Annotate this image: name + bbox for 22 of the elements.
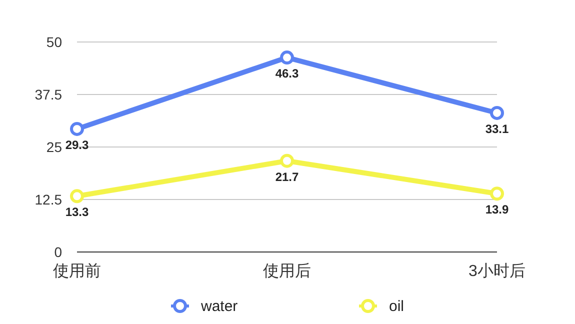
x-tick-label: 使用前 [53,262,101,280]
point [490,186,504,201]
point [280,154,294,168]
y-tick-label: 0 [54,244,62,260]
data-label: 13.3 [65,205,89,220]
data-label: 29.3 [65,138,89,152]
point [280,50,294,65]
x-tick-label: 3小时后 [468,262,526,280]
point [490,106,504,120]
y-tick-label: 12.5 [34,192,62,208]
data-label: 46.3 [275,66,299,81]
data-label: 33.1 [485,122,509,136]
x-tick-label: 使用后 [263,262,311,280]
y-tick-label: 25 [46,139,62,155]
y-tick-label: 50 [46,34,62,50]
legend-label: water [200,298,238,315]
y-tick-label: 37.5 [34,86,62,102]
legend-label: oil [389,298,404,315]
data-label: 13.9 [485,202,509,217]
point [70,122,84,136]
data-label: 21.7 [275,170,299,184]
point [70,189,84,204]
